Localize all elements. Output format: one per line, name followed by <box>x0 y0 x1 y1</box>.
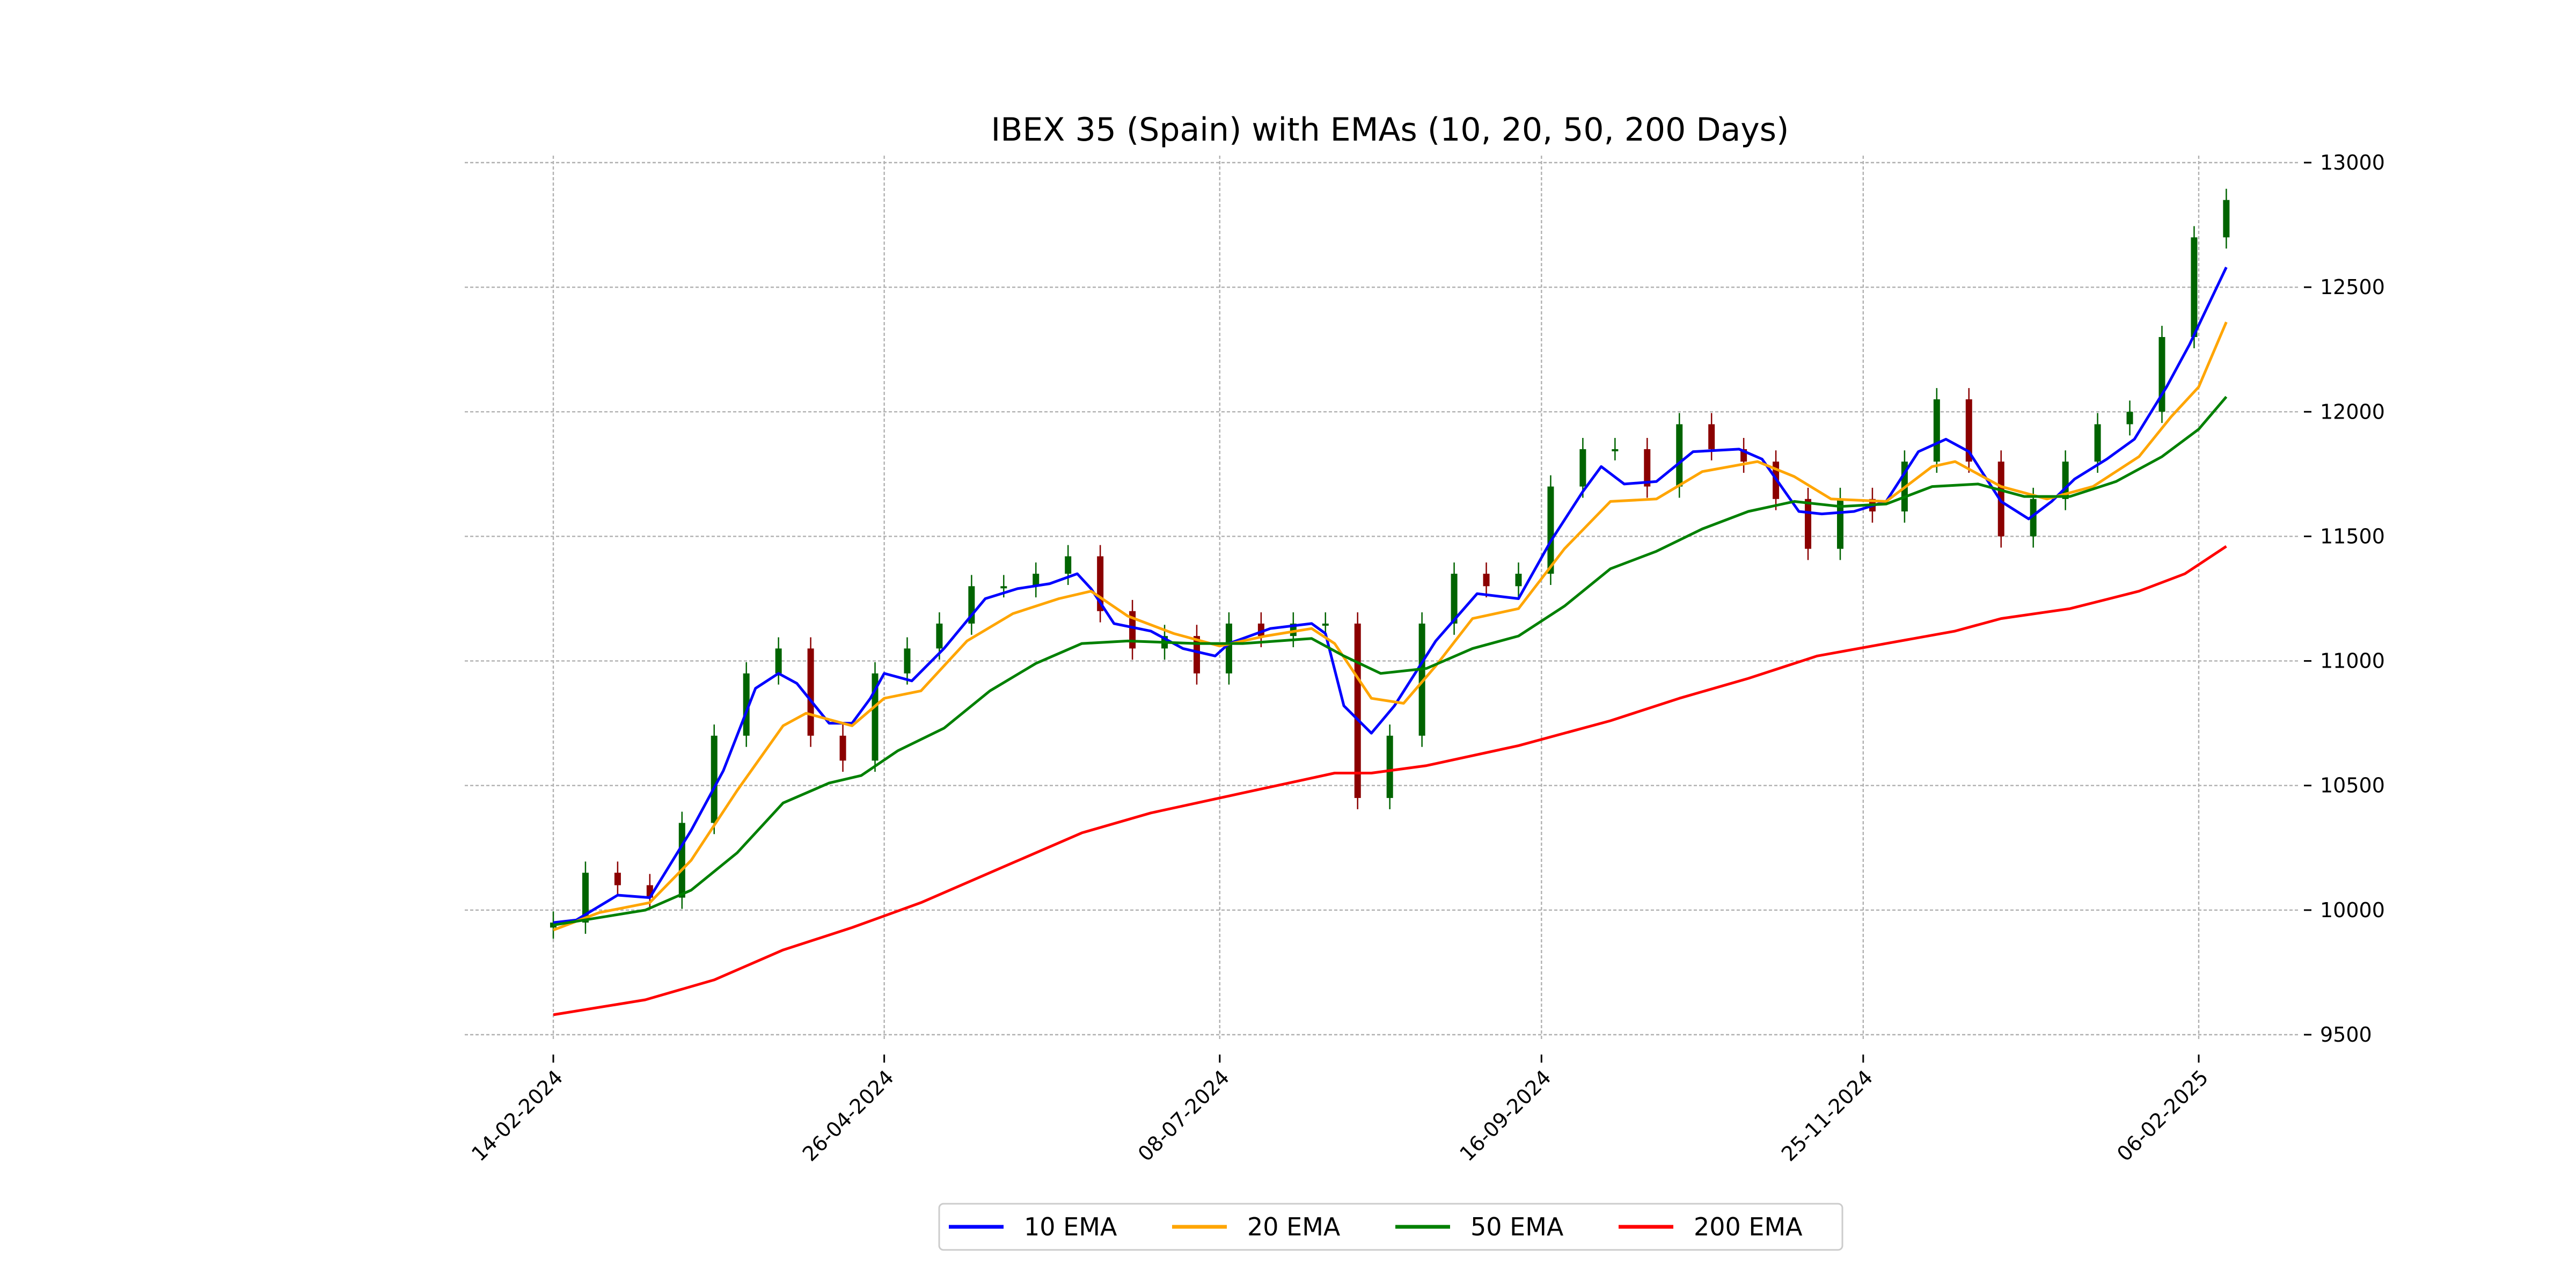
series-line-10-ema <box>553 266 2228 924</box>
candle-up <box>582 873 589 923</box>
candle-up <box>2126 412 2133 425</box>
x-tick-label: 25-11-2024 <box>1777 1065 1877 1166</box>
gridlines <box>465 156 2300 1041</box>
candle-up <box>1579 449 1586 487</box>
candle-down <box>1965 399 1972 462</box>
x-tick-label: 16-09-2024 <box>1455 1065 1555 1166</box>
x-tick-label: 08-07-2024 <box>1133 1065 1234 1166</box>
x-tick-label: 06-02-2025 <box>2112 1065 2213 1166</box>
candle-down <box>1805 499 1812 549</box>
candle-up <box>1065 556 1072 574</box>
candle-up <box>678 823 685 898</box>
y-tick-label: 9500 <box>2320 1023 2372 1046</box>
legend-label-50-ema: 50 EMA <box>1470 1212 1564 1241</box>
candlesticks <box>550 188 2230 939</box>
candle-down <box>1708 424 1715 449</box>
y-tick-label: 10500 <box>2320 774 2385 797</box>
candle-up <box>2223 200 2230 238</box>
candle-up <box>936 623 943 649</box>
y-tick-label: 12000 <box>2320 400 2385 423</box>
candle-down <box>1193 636 1200 674</box>
legend-box <box>938 1203 1843 1251</box>
candle-up <box>1612 449 1619 451</box>
candle-up <box>1515 574 1522 587</box>
candle-up <box>1547 486 1554 574</box>
candle-up <box>1225 623 1232 674</box>
y-tick-label: 12500 <box>2320 275 2385 299</box>
candle-up <box>743 673 750 736</box>
y-tick-label: 10000 <box>2320 898 2385 922</box>
series-line-20-ema <box>553 321 2228 932</box>
legend-label-20-ema: 20 EMA <box>1247 1212 1341 1241</box>
legend-label-10-ema: 10 EMA <box>1024 1212 1117 1241</box>
candle-up <box>1033 574 1040 587</box>
series-line-50-ema <box>553 396 2228 927</box>
candle-up <box>2191 237 2198 337</box>
legend: 10 EMA 20 EMA 50 EMA 200 EMA <box>938 1203 1843 1251</box>
legend-label-200-ema: 200 EMA <box>1694 1212 1803 1241</box>
series-line-200-ema <box>553 545 2227 1016</box>
y-tick-label: 13000 <box>2320 151 2385 174</box>
candle-down <box>807 648 814 736</box>
y-axis: 9500 10000 10500 11000 11500 12000 12500 13000 <box>2304 151 2385 1046</box>
candle-up <box>904 648 911 674</box>
candle-down <box>1483 574 1490 587</box>
candle-down <box>839 735 846 761</box>
y-tick-label: 11500 <box>2320 524 2385 548</box>
candle-up <box>1676 424 1683 487</box>
candle-up <box>1418 623 1425 736</box>
candle-up <box>2094 424 2101 462</box>
candle-up <box>711 735 718 823</box>
candle-up <box>775 648 782 674</box>
ema-lines <box>553 266 2228 1016</box>
candle-up <box>1386 735 1393 798</box>
candle-down <box>1997 462 2004 537</box>
candle-down <box>1129 611 1136 649</box>
candle-up <box>1933 399 1940 462</box>
candle-up <box>1000 586 1007 589</box>
candle-down <box>1644 449 1651 487</box>
candle-up <box>2030 499 2037 537</box>
candle-up <box>550 923 557 928</box>
candle-down <box>614 873 621 885</box>
x-axis: 14-02-2024 26-04-2024 08-07-2024 16-09-2024… <box>467 1055 2213 1166</box>
x-tick-label: 14-02-2024 <box>467 1065 567 1166</box>
chart-title: IBEX 35 (Spain) with EMAs (10, 20, 50, 2… <box>991 111 1789 149</box>
candle-up <box>1451 574 1458 624</box>
y-tick-label: 11000 <box>2320 649 2385 673</box>
x-tick-label: 26-04-2024 <box>798 1065 898 1166</box>
candle-up <box>1322 623 1329 626</box>
candle-down <box>1354 623 1361 798</box>
